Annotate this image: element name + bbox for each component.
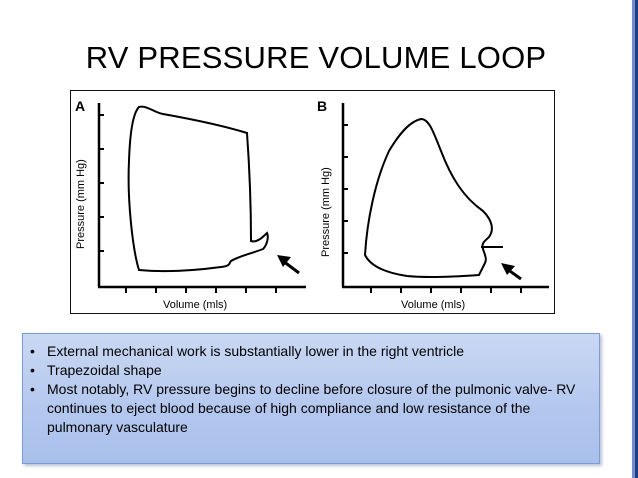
panel-b-x-ticks <box>370 287 522 293</box>
pv-loop-figure-svg: A Pressure (mm Hg) Volume (mls) <box>75 98 549 311</box>
panel-b-label: B <box>317 98 327 114</box>
bullet-item-3: • Most notably, RV pressure begins to de… <box>30 380 593 437</box>
slide-accent-bar-light <box>632 0 635 478</box>
bullet-dot-icon: • <box>30 362 35 378</box>
panel-a-arrow-icon <box>277 255 300 275</box>
panel-b: B Pressure (mm Hg) Volume (mls) <box>317 98 549 311</box>
panel-b-xlabel: Volume (mls) <box>401 299 465 311</box>
bullet-item-1: • External mechanical work is substantia… <box>30 342 593 361</box>
slide-accent-bar <box>635 0 638 478</box>
slide-title: RV PRESSURE VOLUME LOOP <box>85 40 547 75</box>
bullet-list: • External mechanical work is substantia… <box>23 334 599 437</box>
panel-a-xlabel: Volume (mls) <box>163 299 227 311</box>
panel-b-ylabel: Pressure (mm Hg) <box>320 167 332 257</box>
panel-a-label: A <box>75 98 85 114</box>
bullet-box: • External mechanical work is substantia… <box>22 333 600 464</box>
panel-b-arrow-icon <box>501 263 522 281</box>
bullet-dot-icon: • <box>30 381 35 397</box>
bullet-text-1: External mechanical work is substantiall… <box>47 343 465 359</box>
bullet-text-2: Trapezoidal shape <box>47 362 162 378</box>
panel-b-pv-loop <box>363 117 493 279</box>
panel-a-ylabel: Pressure (mm Hg) <box>75 159 87 249</box>
pv-loop-figure: A Pressure (mm Hg) Volume (mls) <box>70 90 555 314</box>
panel-b-y-ticks <box>343 124 348 254</box>
bullet-text-3: Most notably, RV pressure begins to decl… <box>47 381 576 435</box>
panel-a-pv-loop <box>127 105 269 272</box>
panel-a-x-ticks <box>125 287 277 293</box>
bullet-dot-icon: • <box>30 343 35 359</box>
panel-a-y-ticks <box>99 114 104 252</box>
panel-a: A Pressure (mm Hg) Volume (mls) <box>75 98 306 311</box>
bullet-item-2: • Trapezoidal shape <box>30 361 593 380</box>
